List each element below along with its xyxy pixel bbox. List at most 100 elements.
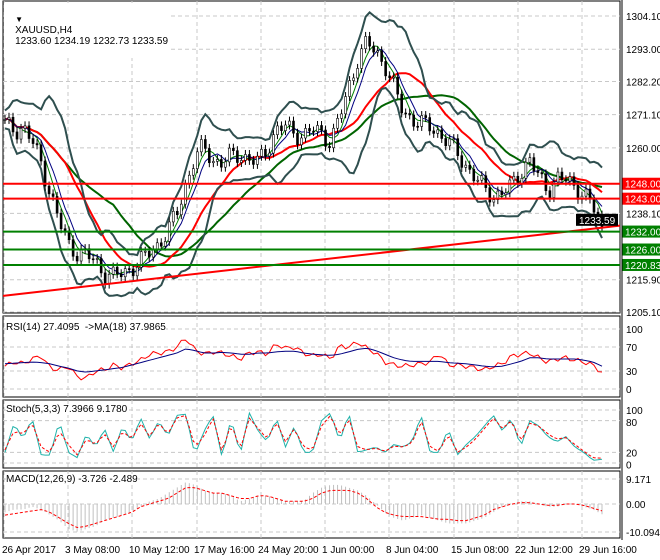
y-tick-label: 1293.00 (626, 45, 660, 56)
candle-body (368, 36, 371, 47)
candle-body (536, 170, 540, 173)
candle-body (444, 138, 448, 147)
candle-body (396, 76, 399, 95)
candle-body (232, 147, 235, 151)
level-price-tag (622, 243, 660, 256)
candle-body (476, 179, 480, 182)
candle-body (468, 164, 472, 170)
candle-body (228, 147, 231, 163)
candle-body (7, 116, 11, 120)
level-price-label: 1226.00 (625, 246, 660, 257)
rsi-title: RSI(14) 27.4095 ->MA(18) 37.9865 (6, 322, 166, 333)
candle-body (524, 161, 528, 179)
candle-body (179, 203, 183, 216)
candle-body (364, 36, 367, 50)
y-tick-label: 0.00 (626, 500, 646, 511)
pane-frame (2, 315, 621, 398)
candle-body (448, 138, 452, 147)
x-tick-label: 1 Jun 00:00 (322, 545, 375, 556)
candle-body (592, 198, 596, 213)
pane-frame (2, 399, 621, 469)
candle-body (35, 143, 39, 146)
y-tick-label: 1215.90 (626, 276, 660, 287)
candle-body (268, 152, 271, 157)
candle-body (460, 155, 464, 168)
y-tick-label: 9.171 (626, 475, 651, 486)
candle-body (59, 212, 63, 230)
stoch-title: Stoch(5,3,3) 7.3966 9.1780 (6, 404, 128, 415)
candle-body (260, 149, 263, 157)
candle-body (103, 272, 107, 285)
macd-signal-line (4, 487, 603, 529)
candle-body (400, 93, 403, 114)
candle-body (424, 115, 428, 118)
candle-body (139, 251, 143, 268)
candle-body (344, 96, 347, 115)
candle-body (320, 125, 323, 131)
candle-body (316, 125, 319, 132)
y-tick-label: 80 (626, 418, 638, 429)
candle-body (408, 113, 411, 116)
y-tick-label: 0 (626, 460, 632, 471)
level-price-label: 1243.00 (625, 195, 660, 206)
x-tick-label: 17 May 16:00 (194, 545, 255, 556)
y-tick-label: -10.094 (626, 528, 660, 539)
candle-body (51, 193, 55, 197)
candle-body (540, 172, 544, 175)
level-price-label: 1220.83 (625, 261, 660, 272)
candle-body (332, 127, 335, 149)
y-tick-label: 100 (626, 406, 643, 417)
candle-body (500, 190, 504, 195)
candle-body (324, 129, 327, 147)
y-tick-label: 1304.10 (626, 12, 660, 23)
x-tick-label: 29 Jun 16:00 (579, 545, 637, 556)
y-tick-label: 1238.10 (626, 209, 660, 220)
y-tick-label: 0 (626, 385, 632, 396)
candle-body (127, 268, 131, 270)
candle-body (95, 258, 99, 260)
ma-slow-line (4, 72, 603, 268)
candle-body (416, 125, 419, 128)
dropdown-triangle-icon[interactable]: ▼ (15, 15, 24, 24)
candle-body (548, 190, 552, 198)
candle-body (584, 188, 588, 197)
candle-body (576, 185, 580, 200)
candle-body (43, 160, 47, 187)
x-tick-label: 24 May 20:00 (258, 545, 319, 556)
candle-body (244, 154, 247, 161)
candle-body (304, 128, 307, 139)
candle-body (312, 130, 315, 133)
candle-body (292, 120, 295, 134)
level-price-tag (622, 225, 660, 238)
candle-body (111, 266, 115, 275)
candle-body (388, 75, 391, 78)
candle-body (568, 176, 572, 182)
candle-body (336, 118, 339, 129)
candle-body (31, 138, 35, 144)
candle-body (348, 80, 351, 97)
level-price-tag (622, 192, 660, 205)
ohlc-values: 1233.60 1234.19 1232.73 1233.59 (15, 36, 169, 47)
candle-body (147, 250, 151, 258)
ma-mid-line (4, 48, 603, 276)
candle-body (184, 183, 187, 205)
candle-body (340, 113, 343, 119)
candle-body (520, 178, 524, 184)
x-tick-label: 10 May 12:00 (129, 545, 190, 556)
candle-body (464, 164, 468, 168)
stoch-series-line (4, 411, 603, 461)
candle-body (119, 273, 123, 278)
candle-body (123, 268, 127, 278)
candle-body (79, 249, 83, 262)
x-tick-label: 22 Jun 12:00 (515, 545, 573, 556)
y-tick-label: 1205.10 (626, 308, 660, 319)
candle-body (404, 112, 407, 115)
candle-body (27, 125, 31, 139)
y-tick-label: 1271.10 (626, 111, 660, 122)
candle-body (380, 50, 383, 62)
candle-body (516, 175, 520, 184)
candle-body (220, 159, 223, 168)
candle-body (372, 45, 375, 53)
